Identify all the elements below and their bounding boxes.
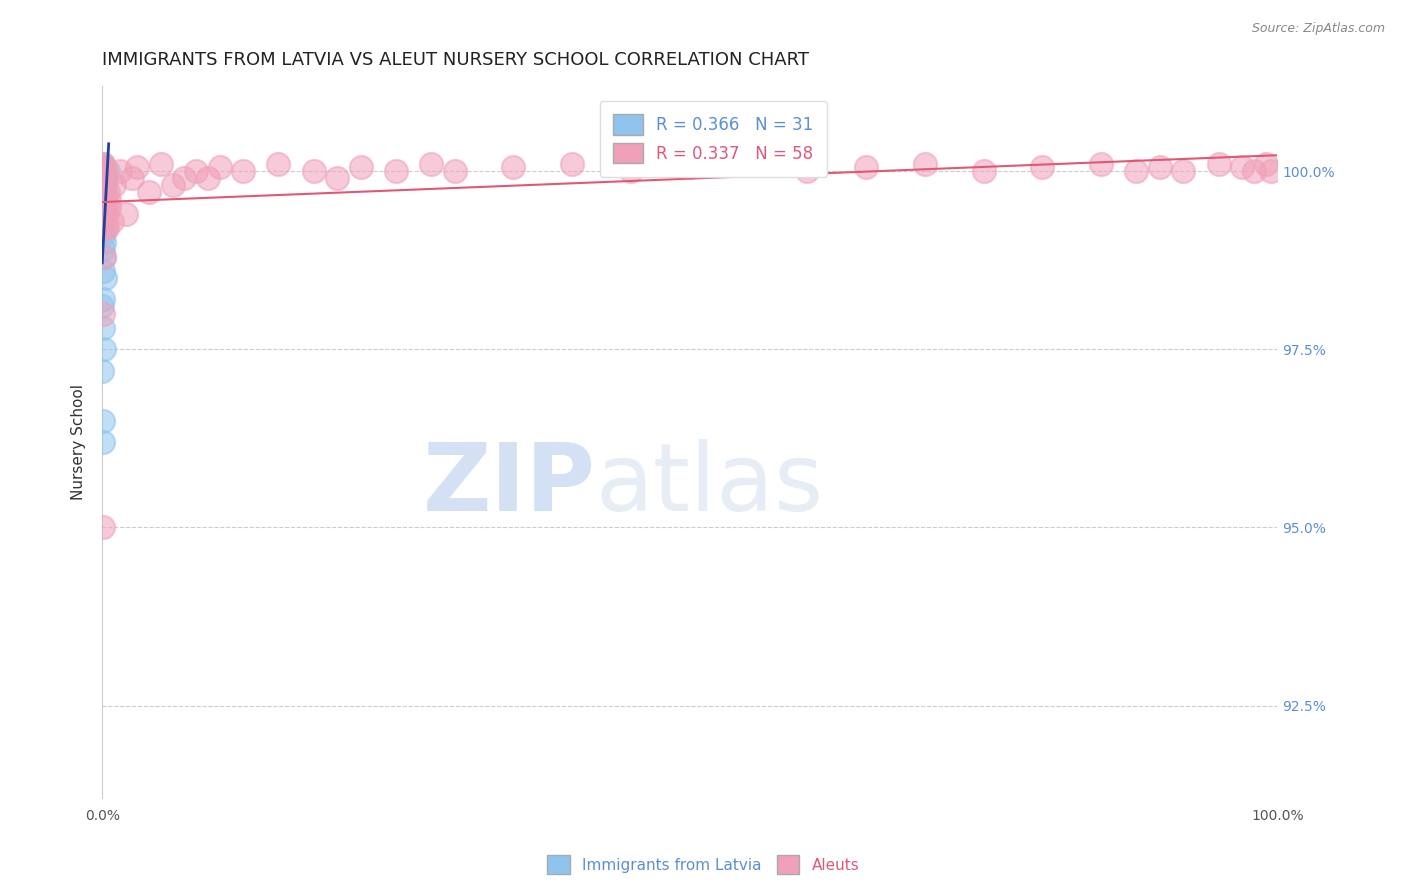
Point — [91, 293, 114, 307]
Point — [94, 178, 117, 193]
Point — [91, 186, 114, 200]
Text: Source: ZipAtlas.com: Source: ZipAtlas.com — [1251, 22, 1385, 36]
Point — [93, 164, 115, 178]
Point — [91, 364, 114, 378]
Point — [103, 178, 125, 193]
Point — [1208, 157, 1230, 171]
Point — [91, 228, 114, 243]
Legend: Immigrants from Latvia, Aleuts: Immigrants from Latvia, Aleuts — [540, 849, 866, 880]
Point — [326, 171, 349, 186]
Point — [127, 161, 149, 175]
Text: ZIP: ZIP — [423, 439, 596, 531]
Point — [502, 161, 524, 175]
Point — [96, 221, 118, 235]
Point — [1230, 161, 1253, 175]
Point — [973, 164, 995, 178]
Y-axis label: Nursery School: Nursery School — [72, 384, 86, 500]
Point — [1243, 164, 1265, 178]
Point — [1173, 164, 1195, 178]
Point — [737, 157, 759, 171]
Point — [1254, 157, 1277, 171]
Point — [93, 186, 115, 200]
Point — [93, 164, 115, 178]
Point — [93, 343, 115, 357]
Point — [91, 161, 114, 175]
Point — [91, 307, 114, 321]
Point — [420, 157, 443, 171]
Point — [93, 157, 115, 171]
Point — [267, 157, 290, 171]
Point — [93, 200, 115, 214]
Point — [98, 200, 121, 214]
Point — [138, 186, 160, 200]
Point — [914, 157, 936, 171]
Point — [93, 214, 115, 228]
Point — [96, 207, 118, 221]
Point — [679, 161, 702, 175]
Point — [91, 434, 114, 449]
Point — [91, 221, 114, 235]
Point — [149, 157, 172, 171]
Point — [91, 243, 114, 257]
Point — [443, 164, 465, 178]
Point — [121, 171, 143, 186]
Point — [186, 164, 208, 178]
Point — [91, 161, 114, 175]
Point — [208, 161, 231, 175]
Point — [1260, 164, 1282, 178]
Point — [93, 235, 115, 250]
Point — [1031, 161, 1053, 175]
Point — [796, 164, 818, 178]
Point — [91, 161, 114, 175]
Point — [97, 186, 120, 200]
Point — [94, 193, 117, 207]
Point — [620, 164, 643, 178]
Point — [93, 250, 115, 264]
Point — [93, 164, 115, 178]
Point — [91, 214, 114, 228]
Point — [197, 171, 219, 186]
Point — [91, 200, 114, 214]
Text: IMMIGRANTS FROM LATVIA VS ALEUT NURSERY SCHOOL CORRELATION CHART: IMMIGRANTS FROM LATVIA VS ALEUT NURSERY … — [103, 51, 810, 69]
Point — [1125, 164, 1147, 178]
Point — [91, 161, 114, 175]
Point — [561, 157, 583, 171]
Point — [91, 520, 114, 534]
Point — [91, 171, 114, 186]
Legend: R = 0.366   N = 31, R = 0.337   N = 58: R = 0.366 N = 31, R = 0.337 N = 58 — [599, 101, 827, 177]
Text: atlas: atlas — [596, 439, 824, 531]
Point — [232, 164, 254, 178]
Point — [91, 413, 114, 427]
Point — [94, 171, 117, 186]
Point — [93, 193, 115, 207]
Point — [91, 178, 114, 193]
Point — [97, 164, 120, 178]
Point — [91, 264, 114, 278]
Point — [855, 161, 877, 175]
Point — [91, 178, 114, 193]
Point — [114, 207, 136, 221]
Point — [97, 193, 120, 207]
Point — [100, 214, 122, 228]
Point — [1090, 157, 1112, 171]
Point — [162, 178, 184, 193]
Point — [1149, 161, 1171, 175]
Point — [108, 164, 131, 178]
Point — [93, 161, 115, 175]
Point — [91, 321, 114, 335]
Point — [385, 164, 408, 178]
Point — [94, 271, 117, 285]
Point — [93, 171, 115, 186]
Point — [96, 221, 118, 235]
Point — [93, 250, 115, 264]
Point — [93, 207, 115, 221]
Point — [93, 157, 115, 171]
Point — [302, 164, 325, 178]
Point — [173, 171, 195, 186]
Point — [350, 161, 373, 175]
Point — [91, 300, 114, 314]
